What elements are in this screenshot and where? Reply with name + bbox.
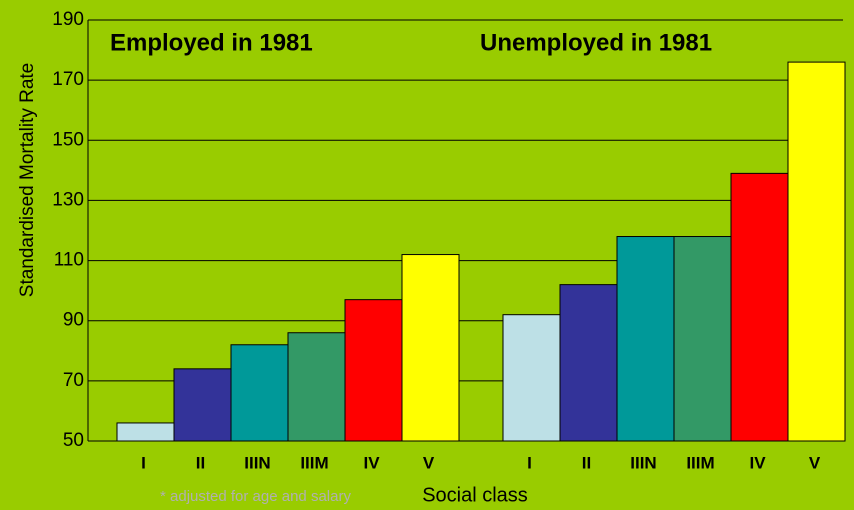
y-tick-label: 50 xyxy=(63,430,84,451)
annotation: Unemployed in 1981 xyxy=(480,29,712,56)
footnote: * adjusted for age and salary xyxy=(160,488,351,505)
x-tick-label: IV xyxy=(363,453,380,472)
bar xyxy=(730,172,789,442)
x-tick-label: IIIM xyxy=(686,453,714,472)
y-tick-label: 170 xyxy=(52,69,84,90)
bar xyxy=(344,299,403,442)
bar xyxy=(173,368,232,442)
y-tick-label: 150 xyxy=(52,129,84,150)
bar xyxy=(230,344,289,442)
x-tick-label: V xyxy=(423,453,435,472)
bar xyxy=(287,332,346,442)
y-tick-label: 110 xyxy=(54,250,84,271)
x-axis-label: Social class xyxy=(422,484,528,506)
x-tick-label: IIIM xyxy=(300,453,328,472)
x-tick-label: I xyxy=(527,453,532,472)
bar xyxy=(616,236,675,442)
bar xyxy=(673,236,732,442)
y-tick-label: 90 xyxy=(63,310,84,331)
y-tick-label: 190 xyxy=(52,9,84,30)
bar xyxy=(787,61,846,442)
x-tick-label: V xyxy=(809,453,821,472)
x-tick-label: IV xyxy=(749,453,766,472)
x-tick-label: I xyxy=(141,453,146,472)
bar xyxy=(559,284,618,442)
x-tick-label: II xyxy=(196,453,205,472)
y-axis-label: Standardised Mortality Rate xyxy=(17,63,38,297)
y-tick-label: 70 xyxy=(63,370,84,391)
x-tick-label: II xyxy=(582,453,591,472)
bar xyxy=(502,314,561,442)
bar xyxy=(116,422,175,442)
y-tick-label: 130 xyxy=(52,189,84,210)
x-tick-label: IIIN xyxy=(630,453,656,472)
bar xyxy=(401,254,460,442)
x-tick-label: IIIN xyxy=(244,453,270,472)
annotation: Employed in 1981 xyxy=(110,29,313,56)
